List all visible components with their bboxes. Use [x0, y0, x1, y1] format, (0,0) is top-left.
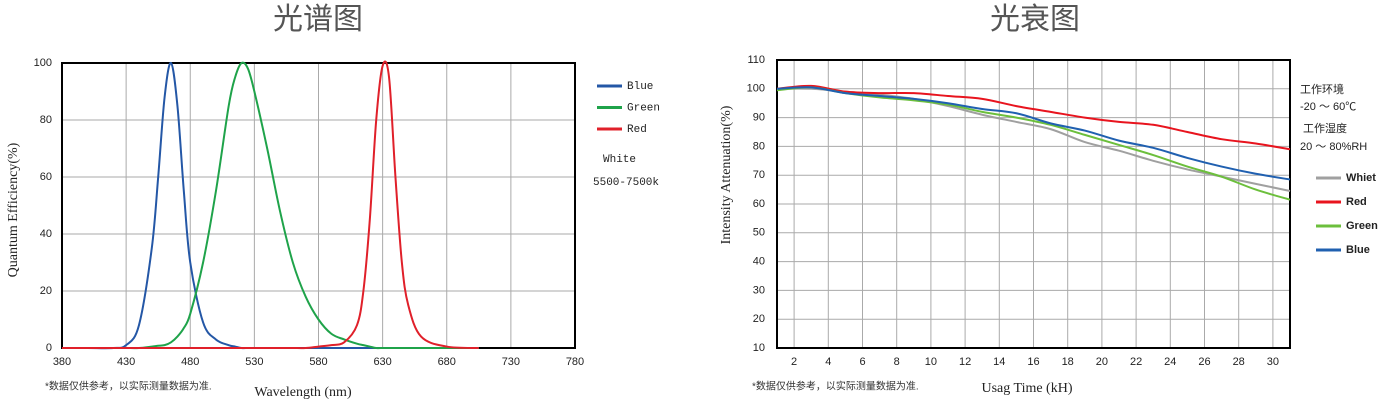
y-tick-label: 100 — [34, 57, 52, 69]
y-tick-label: 20 — [40, 285, 52, 297]
x-axis-label: Usag Time (kH) — [981, 381, 1072, 396]
x-tick-label: 780 — [566, 356, 584, 368]
x-tick-label: 430 — [117, 356, 135, 368]
x-tick-label: 14 — [993, 356, 1005, 368]
x-tick-label: 580 — [309, 356, 327, 368]
x-tick-label: 10 — [925, 356, 937, 368]
note: 工作环境 — [1300, 82, 1344, 96]
plot-frame — [776, 59, 1291, 349]
y-axis-label: Intensity Attenuation(%) — [719, 105, 734, 244]
legend-label: Blue — [627, 81, 653, 93]
x-tick-label: 6 — [859, 356, 865, 368]
y-tick-label: 110 — [747, 54, 765, 66]
y-tick-label: 40 — [40, 228, 52, 240]
note: 工作湿度 — [1303, 121, 1347, 135]
legend-label: Red — [1346, 196, 1367, 208]
x-tick-label: 4 — [825, 356, 831, 368]
note: -20 ～ 60℃ — [1300, 101, 1356, 113]
y-tick-label: 100 — [747, 83, 765, 95]
x-tick-label: 30 — [1267, 356, 1279, 368]
y-tick-label: 20 — [753, 313, 765, 325]
x-tick-label: 24 — [1164, 356, 1176, 368]
x-tick-label: 730 — [502, 356, 520, 368]
y-tick-label: 90 — [753, 112, 765, 124]
legend-label: Whiet — [1346, 172, 1376, 184]
x-tick-label: 8 — [894, 356, 900, 368]
y-tick-label: 80 — [753, 140, 765, 152]
y-tick-label: 40 — [753, 256, 765, 268]
x-tick-label: 20 — [1096, 356, 1108, 368]
data-line — [776, 86, 1291, 181]
y-tick-label: 70 — [753, 169, 765, 181]
data-line — [62, 61, 479, 350]
y-axis-label: Quantum Efficiency(%) — [6, 142, 21, 277]
x-tick-label: 12 — [959, 356, 971, 368]
note: 5500-7500k — [593, 177, 659, 189]
data-line — [776, 84, 1291, 151]
legend-label: Red — [627, 124, 647, 136]
legend-label: Green — [1346, 220, 1378, 232]
x-tick-label: 630 — [373, 356, 391, 368]
x-tick-label: 22 — [1130, 356, 1142, 368]
data-line — [62, 61, 479, 350]
y-tick-label: 80 — [40, 114, 52, 126]
y-tick-label: 60 — [40, 171, 52, 183]
x-tick-label: 2 — [791, 356, 797, 368]
y-tick-label: 10 — [753, 342, 765, 354]
y-tick-label: 60 — [753, 198, 765, 210]
chart-title: 光衰图 — [990, 3, 1080, 36]
legend-label: Green — [627, 102, 660, 114]
x-tick-label: 16 — [1027, 356, 1039, 368]
data-line — [62, 60, 479, 350]
note: White — [603, 154, 636, 166]
x-tick-label: 480 — [181, 356, 199, 368]
x-axis-label: Wavelength (nm) — [254, 385, 352, 400]
y-tick-label: 0 — [46, 342, 52, 354]
x-tick-label: 26 — [1198, 356, 1210, 368]
x-tick-label: 18 — [1062, 356, 1074, 368]
x-tick-label: 680 — [438, 356, 456, 368]
legend-label: Blue — [1346, 244, 1370, 256]
x-tick-label: 380 — [53, 356, 71, 368]
footnote: *数据仅供参考，以实际测量数据为准. — [752, 380, 919, 393]
note: 20 ～ 80%RH — [1300, 141, 1367, 153]
footnote: *数据仅供参考，以实际测量数据为准. — [45, 380, 212, 393]
y-tick-label: 30 — [753, 284, 765, 296]
chart-title: 光谱图 — [273, 3, 363, 36]
x-tick-label: 530 — [245, 356, 263, 368]
x-tick-label: 28 — [1233, 356, 1245, 368]
y-tick-label: 50 — [753, 227, 765, 239]
